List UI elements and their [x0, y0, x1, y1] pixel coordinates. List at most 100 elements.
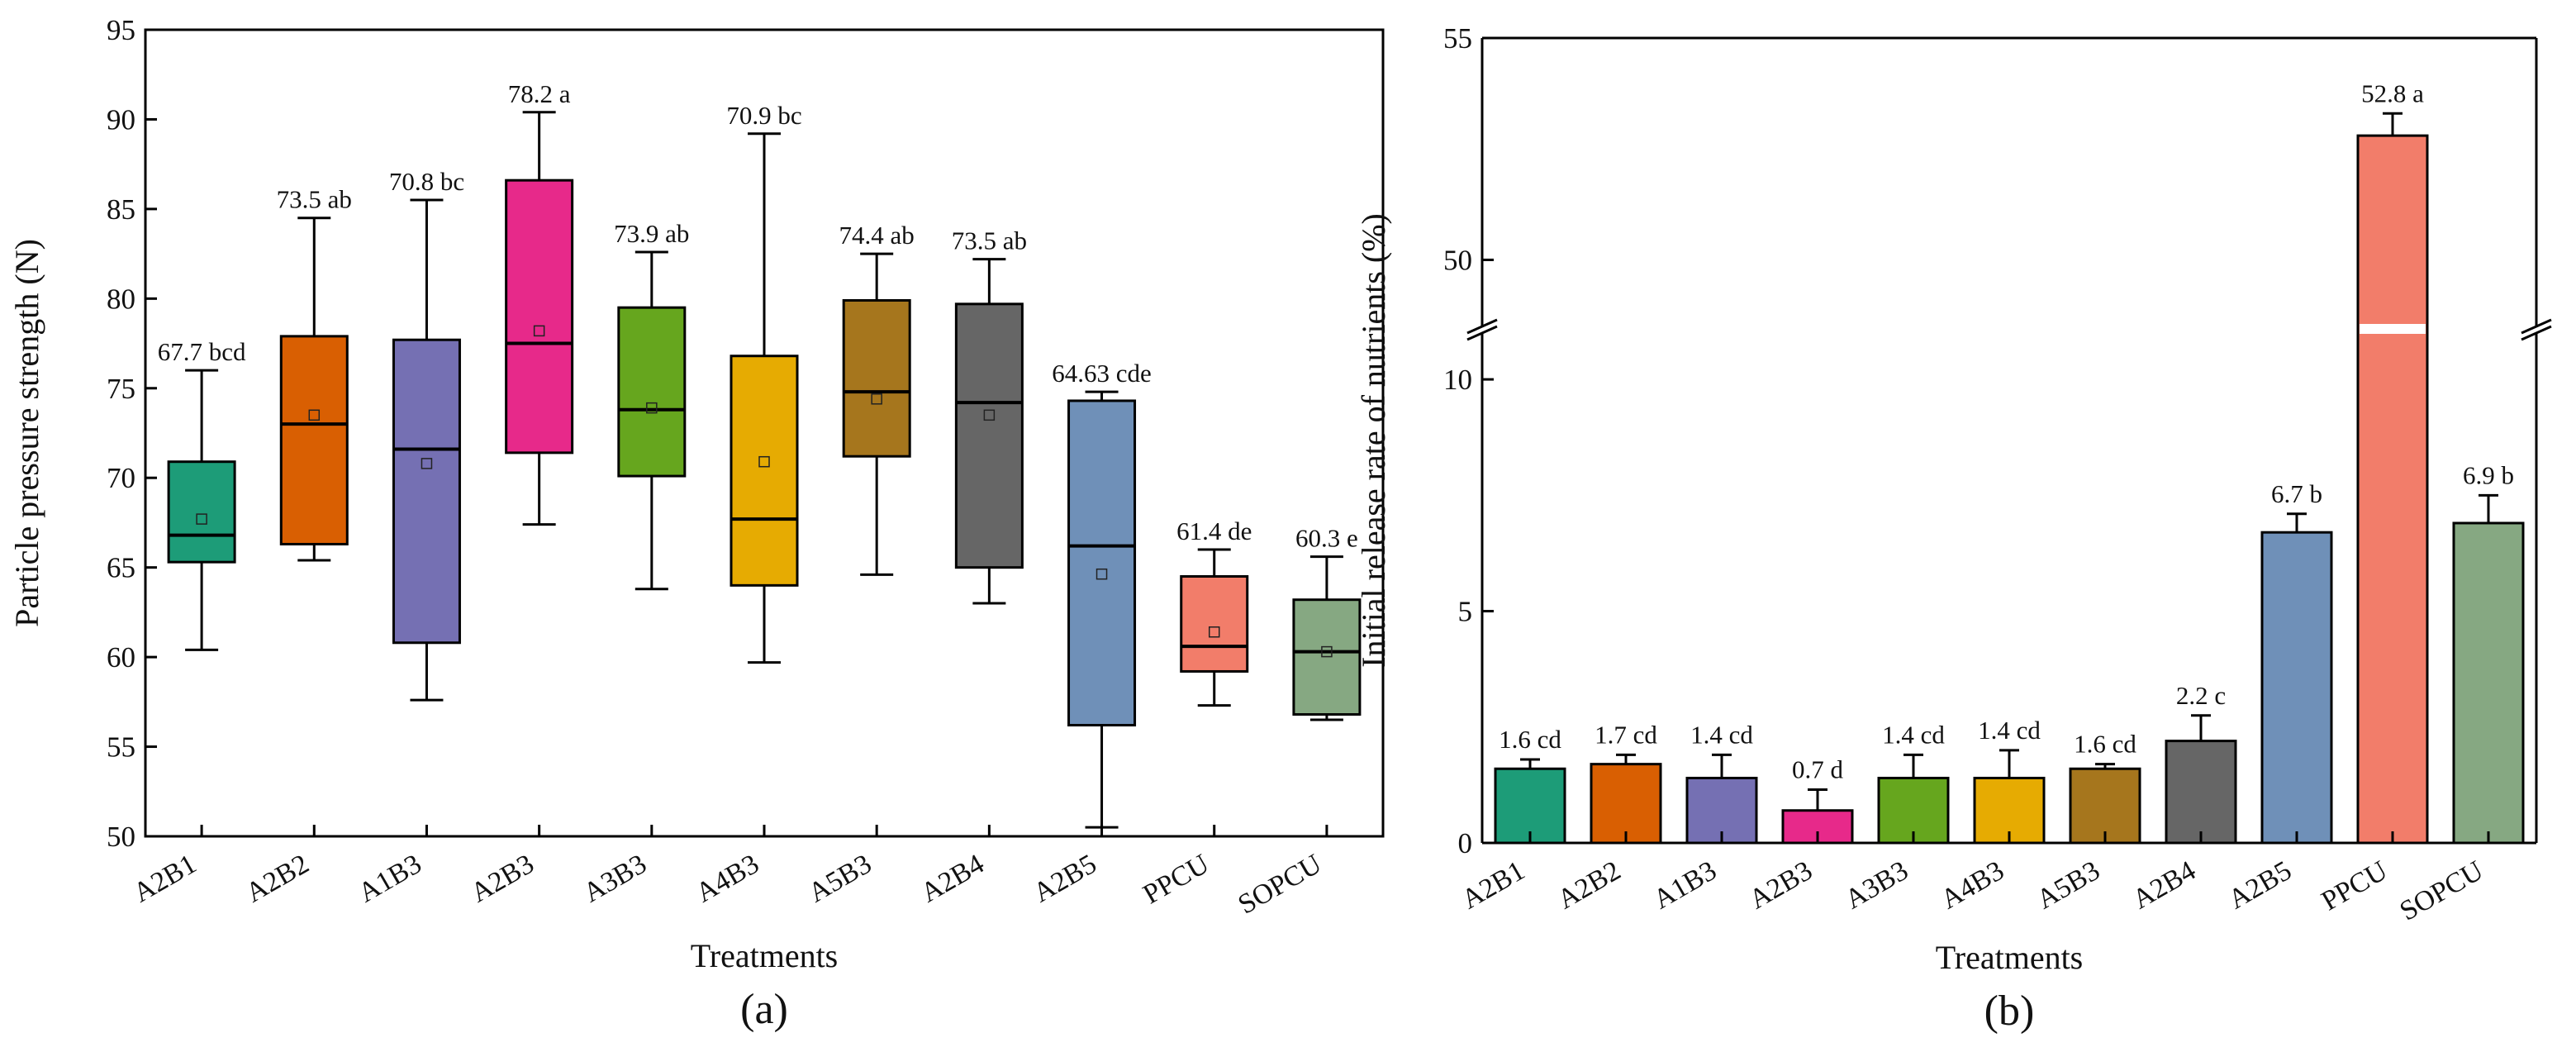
bar-ppcu: [2356, 134, 2429, 845]
mean-marker: [871, 393, 882, 405]
data-label: 1.4 cd: [1690, 720, 1753, 749]
box-a5b3: [842, 299, 911, 458]
x-tick-label: A2B4: [916, 849, 990, 909]
y-tick-label: 90: [107, 103, 135, 136]
x-tick-label: A3B3: [1840, 855, 1913, 916]
data-label: 73.5 ab: [277, 185, 352, 214]
y-tick-label: 5: [1458, 596, 1473, 628]
bar-a5b3: [2069, 767, 2141, 845]
box-a2b1: [167, 460, 236, 564]
data-label: 52.8 a: [2361, 79, 2424, 107]
mean-marker: [1208, 626, 1220, 638]
bar-a2b5: [2260, 531, 2333, 845]
data-label: 6.7 b: [2271, 479, 2322, 508]
data-label: 73.5 ab: [952, 226, 1027, 255]
data-label: 78.2 a: [508, 79, 571, 108]
axis-break-mark: [2521, 325, 2552, 341]
y-tick-label: 0: [1458, 827, 1473, 859]
x-tick-label: A2B2: [240, 849, 314, 909]
box-a4b3: [730, 355, 799, 587]
x-tick-label: A2B4: [2127, 855, 2201, 916]
x-tick-label: A2B5: [1029, 849, 1102, 909]
data-label: 60.3 e: [1295, 524, 1358, 553]
data-label: 1.6 cd: [1499, 725, 1561, 754]
x-tick-label: A2B1: [1457, 855, 1530, 916]
x-tick-label: A2B2: [1552, 855, 1626, 916]
bar-chart-b: 1.6 cd A2B1 1.7 cd A2B2 1.4 cd A1B3 0.7 d A2B3 1…: [1355, 22, 2552, 1035]
box-a2b5: [1067, 399, 1137, 727]
box-a2b4: [954, 302, 1024, 569]
bar-a2b2: [1590, 763, 1662, 845]
y-tick-label: 55: [107, 731, 135, 764]
x-tick-label: PPCU: [1138, 849, 1214, 911]
mean-marker: [646, 402, 658, 414]
mean-marker: [533, 325, 545, 337]
y-tick-label: 95: [107, 14, 135, 46]
y-tick-label: 55: [1443, 22, 1472, 55]
x-tick-label: A4B3: [1936, 855, 2009, 916]
x-tick-label: A5B3: [803, 849, 877, 909]
mean-marker: [196, 513, 207, 525]
data-label: 2.2 c: [2176, 681, 2226, 710]
mean-marker: [983, 409, 996, 421]
data-label: 74.4 ab: [839, 221, 915, 250]
x-tick-label: A1B3: [354, 849, 427, 909]
x-tick-label: A4B3: [691, 849, 764, 909]
y-tick-label: 50: [107, 821, 135, 853]
x-axis-label: Treatments: [691, 937, 839, 974]
x-tick-label: A3B3: [578, 849, 652, 909]
data-label: 70.8 bc: [389, 167, 464, 196]
y-tick-label: 80: [107, 283, 135, 315]
x-axis-label: Treatments: [1936, 939, 2084, 976]
mean-marker: [758, 455, 770, 468]
x-tick-label: A2B3: [466, 849, 539, 909]
data-label: 1.6 cd: [2074, 730, 2136, 759]
x-tick-label: A1B3: [1648, 855, 1722, 916]
boxplot-chart-a: 50 55 60 65 70 75 80 85 90 95 A2B1 67.7 bcd A2B2 73.5…: [8, 14, 1385, 1033]
y-tick-label: 75: [107, 373, 135, 405]
x-tick-label: A5B3: [2032, 855, 2105, 916]
bar-break-gap: [2360, 324, 2426, 334]
x-tick-label: A2B5: [2223, 855, 2297, 916]
axis-break-mark: [2521, 318, 2552, 335]
mean-marker: [1096, 568, 1108, 580]
data-label: 0.7 d: [1792, 754, 1844, 783]
y-axis-label: Initial release rate of nutrients (%): [1355, 213, 1392, 668]
box-ppcu: [1180, 575, 1249, 673]
data-label: 67.7 bcd: [158, 337, 246, 366]
panel-label: (b): [1984, 988, 2035, 1035]
y-tick-label: 50: [1443, 244, 1472, 276]
data-label: 64.63 cde: [1052, 359, 1152, 388]
box-a3b3: [617, 306, 687, 478]
y-tick-label: 85: [107, 193, 135, 226]
bar-a2b4: [2165, 740, 2237, 845]
bar-sopcu: [2452, 521, 2525, 845]
y-axis-label: Particle pressure strength (N): [8, 239, 45, 627]
box-a1b3: [392, 338, 461, 645]
data-label: 70.9 bc: [726, 101, 801, 130]
data-label: 6.9 b: [2463, 460, 2514, 489]
y-tick-label: 65: [107, 552, 135, 584]
y-tick-label: 70: [107, 462, 135, 494]
mean-marker: [421, 458, 433, 469]
data-label: 1.4 cd: [1978, 716, 2041, 745]
data-label: 1.4 cd: [1882, 720, 1945, 749]
mean-marker: [308, 409, 321, 421]
x-tick-label: PPCU: [2317, 855, 2393, 917]
data-label: 61.4 de: [1176, 516, 1252, 545]
data-label: 73.9 ab: [614, 219, 689, 248]
axis-break-mark: [1466, 318, 1498, 335]
mean-marker: [1321, 645, 1333, 658]
x-tick-label: SOPCU: [2395, 855, 2488, 927]
x-tick-label: SOPCU: [1233, 849, 1326, 921]
y-tick-label: 10: [1443, 364, 1472, 396]
box-a2b2: [279, 335, 349, 545]
panel-label: (a): [740, 986, 788, 1033]
x-tick-label: A2B1: [128, 849, 202, 909]
box-a2b3: [505, 179, 574, 455]
y-tick-label: 60: [107, 641, 135, 674]
x-tick-label: A2B3: [1744, 855, 1818, 916]
data-label: 1.7 cd: [1595, 720, 1657, 749]
axis-break-mark: [1466, 325, 1498, 341]
